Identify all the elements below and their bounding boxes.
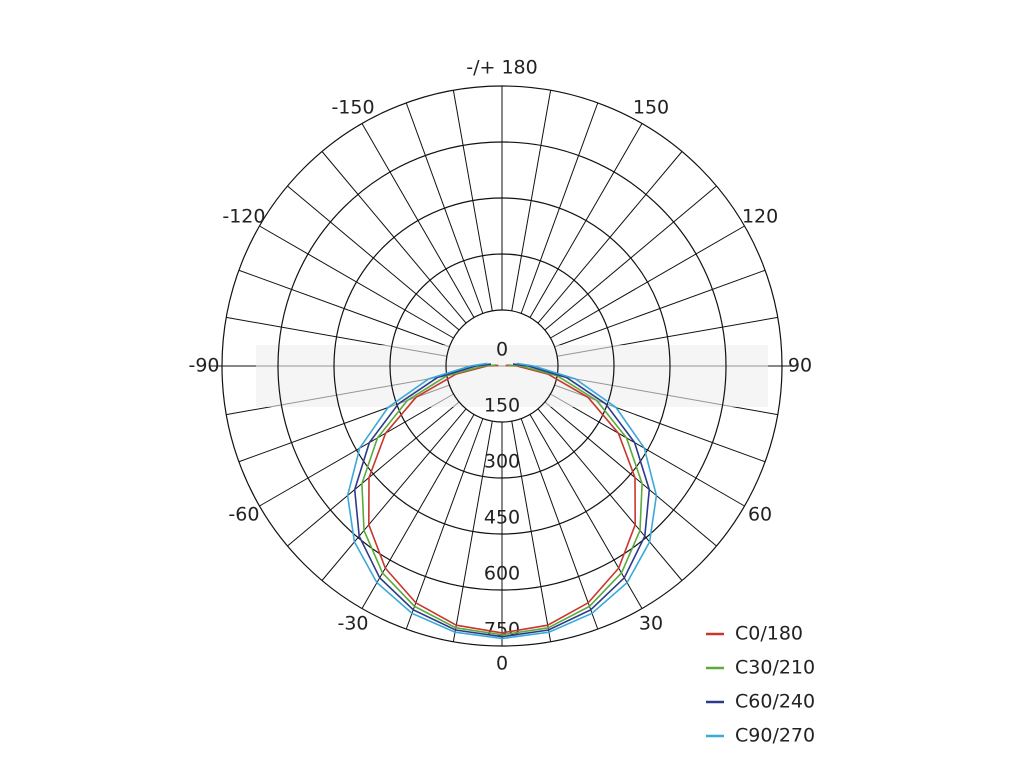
radial-tick-label: 300 bbox=[484, 451, 520, 473]
angle-tick-label: -90 bbox=[188, 355, 219, 377]
angle-tick-label: -150 bbox=[331, 96, 374, 118]
grid-ring bbox=[389, 253, 615, 479]
angle-tick-label: -60 bbox=[228, 504, 259, 526]
grid-ring bbox=[333, 197, 671, 535]
angle-tick-label: 60 bbox=[748, 504, 772, 526]
grid-ring bbox=[445, 309, 559, 423]
intensity-curve bbox=[361, 364, 643, 636]
angle-tick-label: 150 bbox=[633, 96, 669, 118]
watermark bbox=[256, 345, 768, 407]
legend-label: C30/210 bbox=[735, 657, 815, 679]
angle-tick-label: 0 bbox=[496, 653, 508, 675]
angle-tick-label: -/+ 180 bbox=[466, 57, 537, 79]
intensity-curve bbox=[353, 363, 651, 638]
radial-tick-label: 450 bbox=[484, 507, 520, 529]
grid-ring bbox=[277, 141, 727, 591]
angle-tick-label: 30 bbox=[639, 613, 663, 635]
angle-tick-label: -30 bbox=[337, 613, 368, 635]
legend-label: C0/180 bbox=[735, 623, 803, 645]
angle-tick-label: 90 bbox=[788, 355, 812, 377]
angle-tick-label: 120 bbox=[742, 206, 778, 228]
legend-label: C60/240 bbox=[735, 691, 815, 713]
radial-tick-label: 600 bbox=[484, 563, 520, 585]
intensity-curve bbox=[367, 364, 637, 634]
angle-tick-label: -120 bbox=[222, 206, 265, 228]
intensity-curve bbox=[346, 362, 658, 640]
grid-ring bbox=[221, 85, 783, 647]
radial-tick-label: 150 bbox=[484, 395, 520, 417]
radial-tick-label: 0 bbox=[496, 339, 508, 361]
legend-label: C90/270 bbox=[735, 725, 815, 747]
